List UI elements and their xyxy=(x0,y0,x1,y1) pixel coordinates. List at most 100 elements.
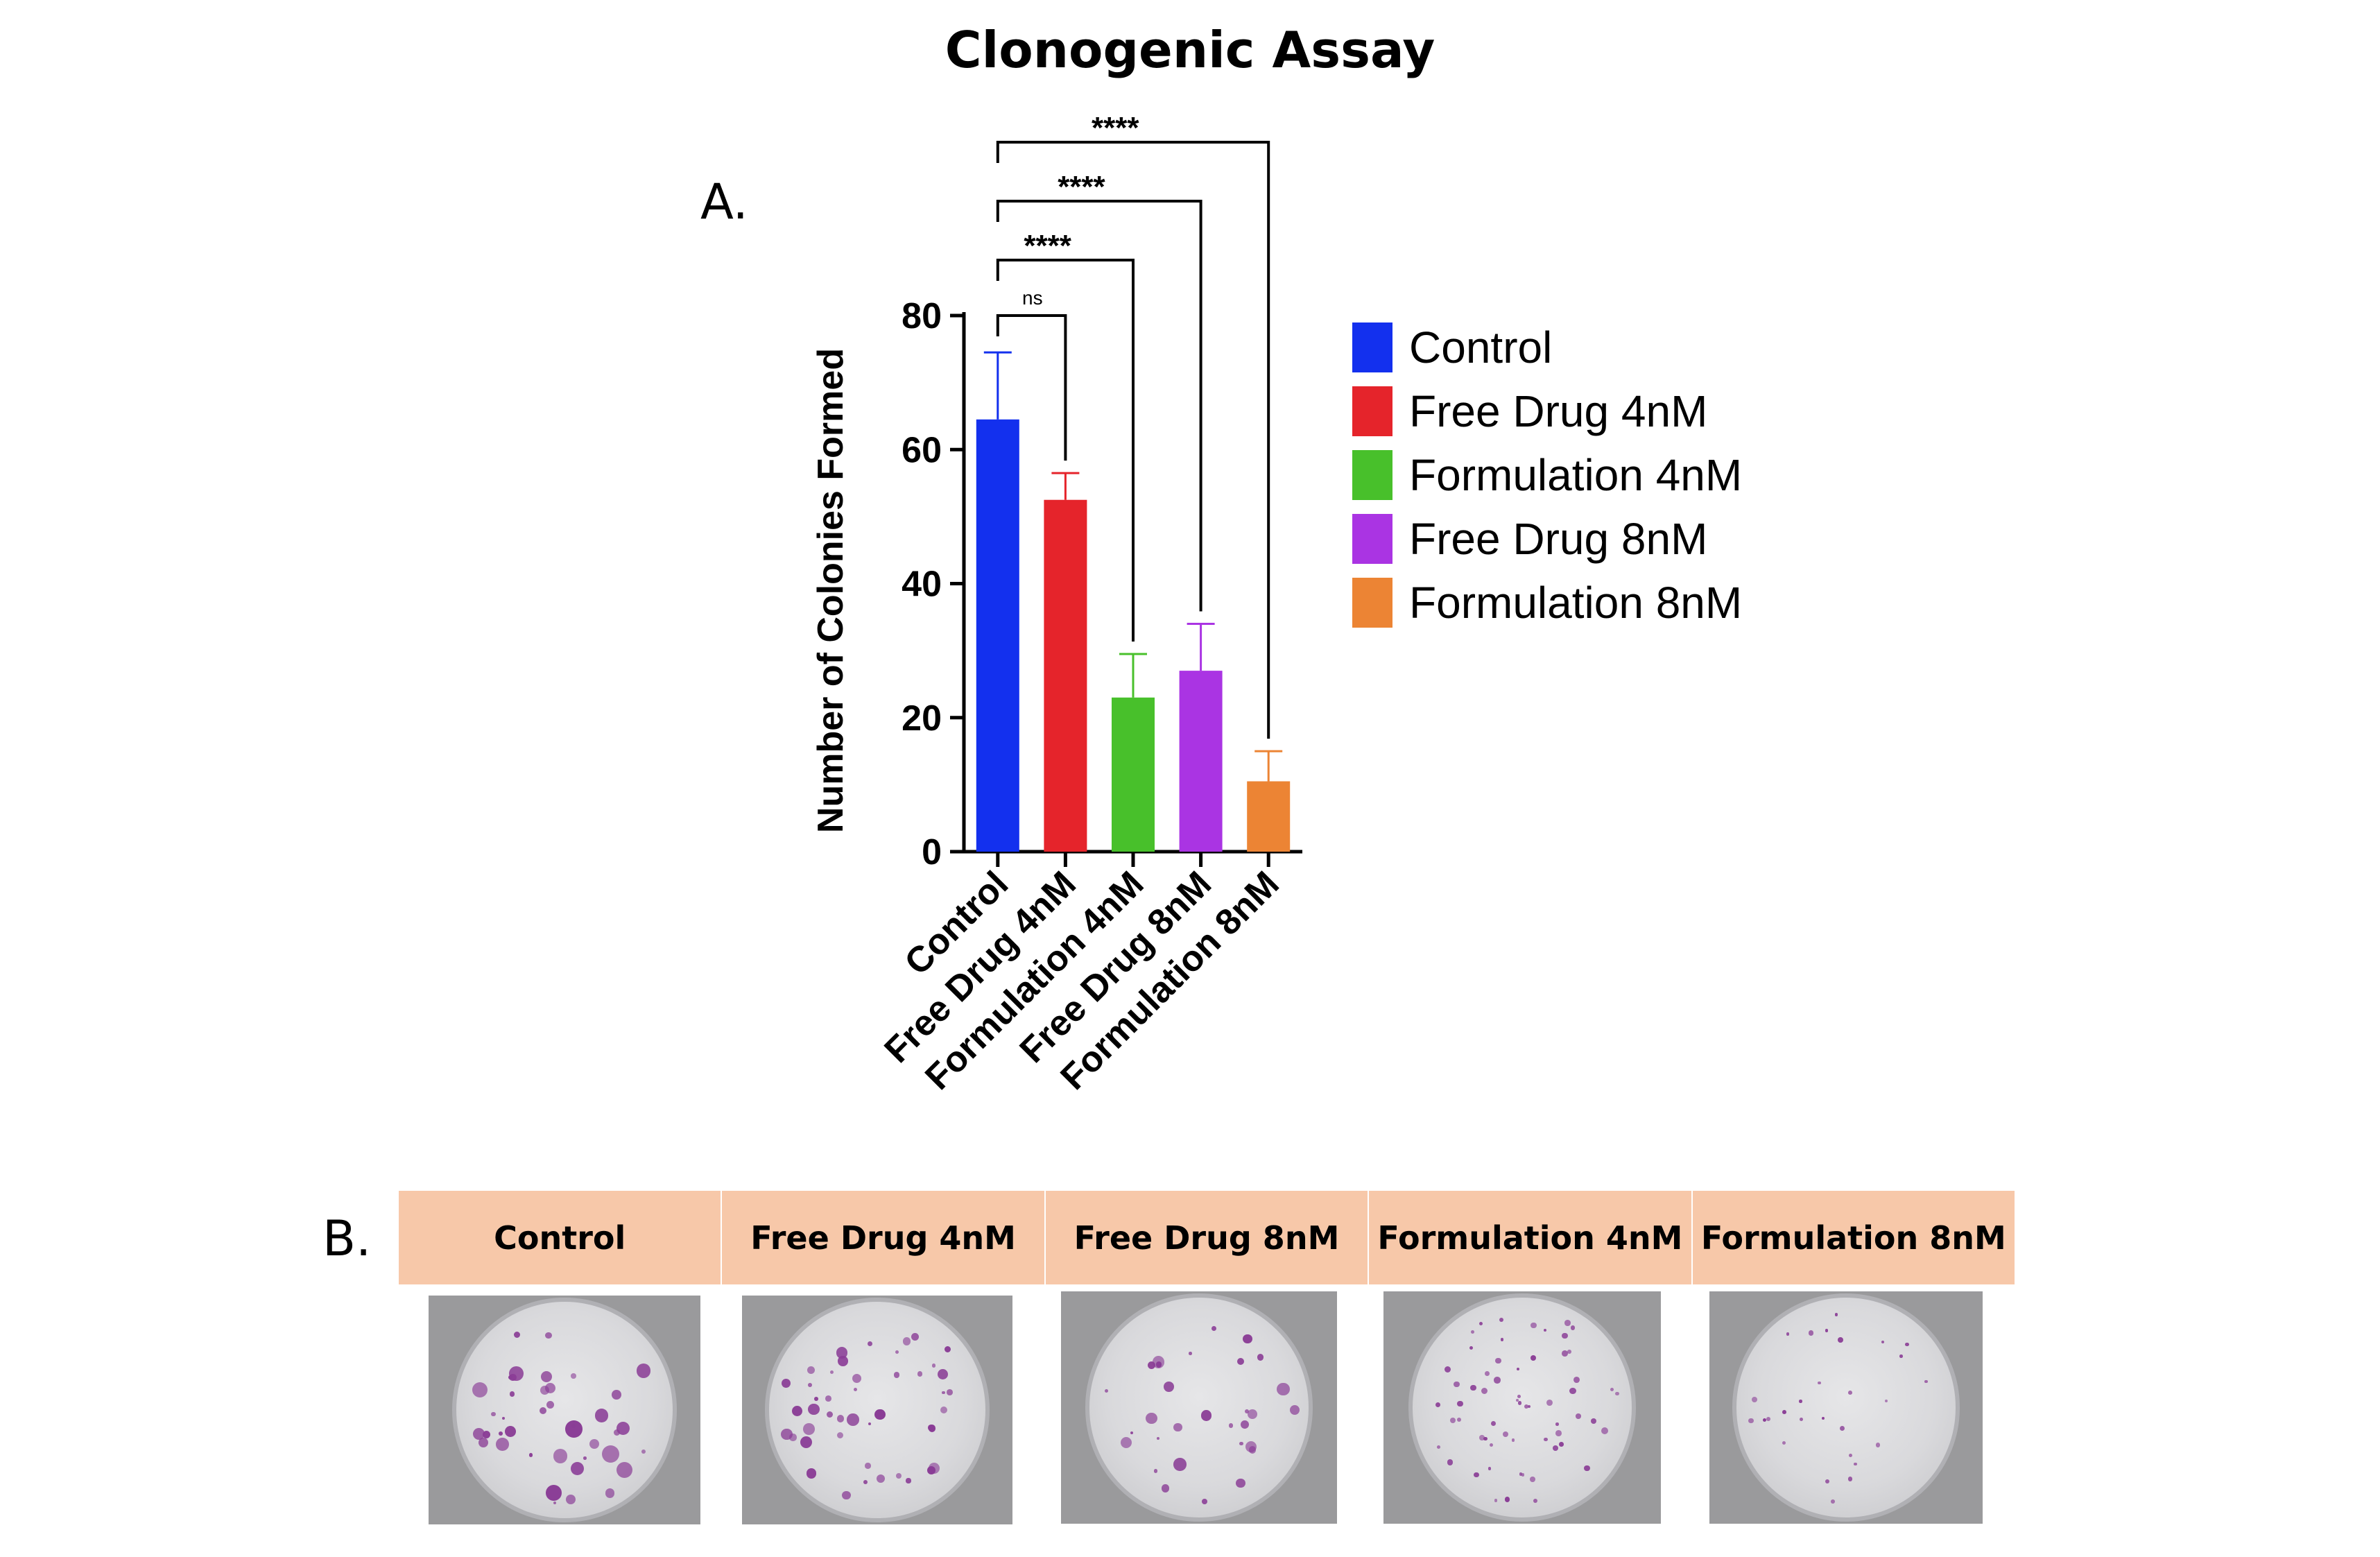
colony-spot xyxy=(807,1366,815,1374)
colony-spot xyxy=(946,1389,953,1395)
colony-spot xyxy=(637,1364,651,1378)
header-cell-formulation-8nm: Formulation 8nM xyxy=(1700,1219,2006,1257)
colony-spot xyxy=(826,1411,834,1418)
legend-label: Formulation 4nM xyxy=(1409,450,1743,500)
legend-swatch xyxy=(1352,386,1392,436)
colony-spot xyxy=(1533,1498,1538,1503)
colony-spot xyxy=(1257,1354,1264,1361)
colony-spot xyxy=(927,1425,934,1431)
colony-spot xyxy=(842,1490,851,1500)
colony-spot xyxy=(1435,1402,1441,1408)
colony-spot xyxy=(1519,1472,1523,1476)
colony-spot xyxy=(1163,1382,1174,1393)
colony-spot xyxy=(836,1415,845,1422)
colony-spot xyxy=(594,1409,609,1423)
colony-spot xyxy=(1146,1412,1157,1425)
colony-spot xyxy=(792,1406,803,1417)
petri-dish-photo xyxy=(1061,1291,1337,1524)
colony-spot xyxy=(1822,1416,1825,1420)
colony-spot xyxy=(1228,1423,1234,1428)
colony-spot xyxy=(1530,1322,1537,1328)
colony-spot xyxy=(1211,1325,1217,1332)
colony-spot xyxy=(1553,1445,1559,1452)
colony-spot xyxy=(1499,1317,1504,1322)
colony-spot xyxy=(1524,1404,1528,1409)
y-tick-label: 40 xyxy=(902,565,942,605)
colony-spot xyxy=(589,1439,599,1449)
colony-spot xyxy=(1470,1384,1477,1391)
legend-item: Control xyxy=(1352,316,1742,379)
colony-spot xyxy=(1847,1391,1852,1395)
colony-spot xyxy=(1237,1358,1245,1366)
colony-spot xyxy=(1884,1399,1888,1403)
colony-spot xyxy=(478,1438,489,1448)
colony-spot xyxy=(1511,1438,1515,1443)
colony-spot xyxy=(1573,1376,1580,1383)
colony-spot xyxy=(1808,1330,1814,1336)
colony-spot xyxy=(1147,1361,1155,1370)
colony-spot xyxy=(472,1382,488,1398)
significance-label: **** xyxy=(1092,111,1139,145)
colony-spot xyxy=(876,1474,885,1483)
colony-spot xyxy=(1504,1497,1510,1503)
colony-spot xyxy=(803,1423,815,1436)
colony-spot xyxy=(570,1373,576,1379)
colony-spot xyxy=(1502,1431,1508,1437)
significance-bracket xyxy=(996,141,1270,739)
colony-spot xyxy=(1786,1332,1790,1336)
colony-spot xyxy=(1584,1465,1591,1472)
colony-spot xyxy=(1854,1462,1858,1466)
colony-spot xyxy=(926,1466,935,1475)
colony-spot xyxy=(931,1364,936,1368)
colony-spot xyxy=(1527,1404,1531,1409)
y-tick-label: 0 xyxy=(922,832,942,872)
colony-spot xyxy=(1530,1354,1537,1361)
colony-spot xyxy=(1766,1416,1771,1422)
colony-spot xyxy=(853,1387,857,1392)
colony-spot xyxy=(1555,1422,1559,1426)
colony-spot xyxy=(1782,1409,1786,1414)
colony-spot xyxy=(528,1453,533,1458)
colony-spot xyxy=(868,1422,872,1426)
colony-spot xyxy=(838,1356,848,1366)
colony-spot xyxy=(1104,1388,1109,1393)
colony-spot xyxy=(895,1350,899,1354)
colony-spot xyxy=(1516,1367,1520,1371)
colony-spot xyxy=(895,1472,902,1479)
colony-spot xyxy=(499,1431,503,1436)
significance-bracket xyxy=(996,259,1135,642)
significance-label: ns xyxy=(1022,287,1043,309)
chart-title: Clonogenic Assay xyxy=(945,21,1435,79)
header-cell-free-drug-8nm: Free Drug 8nM xyxy=(1046,1191,1370,1284)
colony-spot xyxy=(782,1379,791,1388)
significance-label: **** xyxy=(1024,229,1071,263)
colony-spot xyxy=(571,1461,585,1475)
colony-spot xyxy=(789,1434,797,1441)
colony-spot xyxy=(546,1484,562,1501)
colony-spot xyxy=(601,1445,619,1463)
legend-swatch xyxy=(1352,322,1392,372)
legend-swatch xyxy=(1352,578,1392,628)
legend: Control Free Drug 4nM Formulation 4nM Fr… xyxy=(1352,316,1742,635)
colony-spot xyxy=(1831,1499,1836,1504)
colony-spot xyxy=(1615,1391,1619,1396)
colony-spot xyxy=(1576,1413,1581,1419)
colony-spot xyxy=(1457,1400,1463,1407)
colony-spot xyxy=(917,1371,923,1377)
y-tick-label: 60 xyxy=(902,430,942,470)
colony-spot xyxy=(852,1373,862,1384)
colony-spot xyxy=(508,1375,512,1380)
y-tick-label: 20 xyxy=(902,698,942,739)
colony-spot xyxy=(1289,1404,1300,1415)
bar xyxy=(1112,697,1155,852)
colony-spot xyxy=(1799,1418,1803,1421)
colony-spot xyxy=(553,1449,568,1463)
colony-spot xyxy=(502,1417,506,1420)
colony-spot xyxy=(1601,1427,1609,1434)
colony-spot xyxy=(1478,1322,1483,1326)
colony-spot xyxy=(509,1366,524,1381)
colony-spot xyxy=(1130,1431,1134,1434)
colony-spot xyxy=(1818,1381,1821,1384)
colony-spot xyxy=(541,1370,553,1382)
